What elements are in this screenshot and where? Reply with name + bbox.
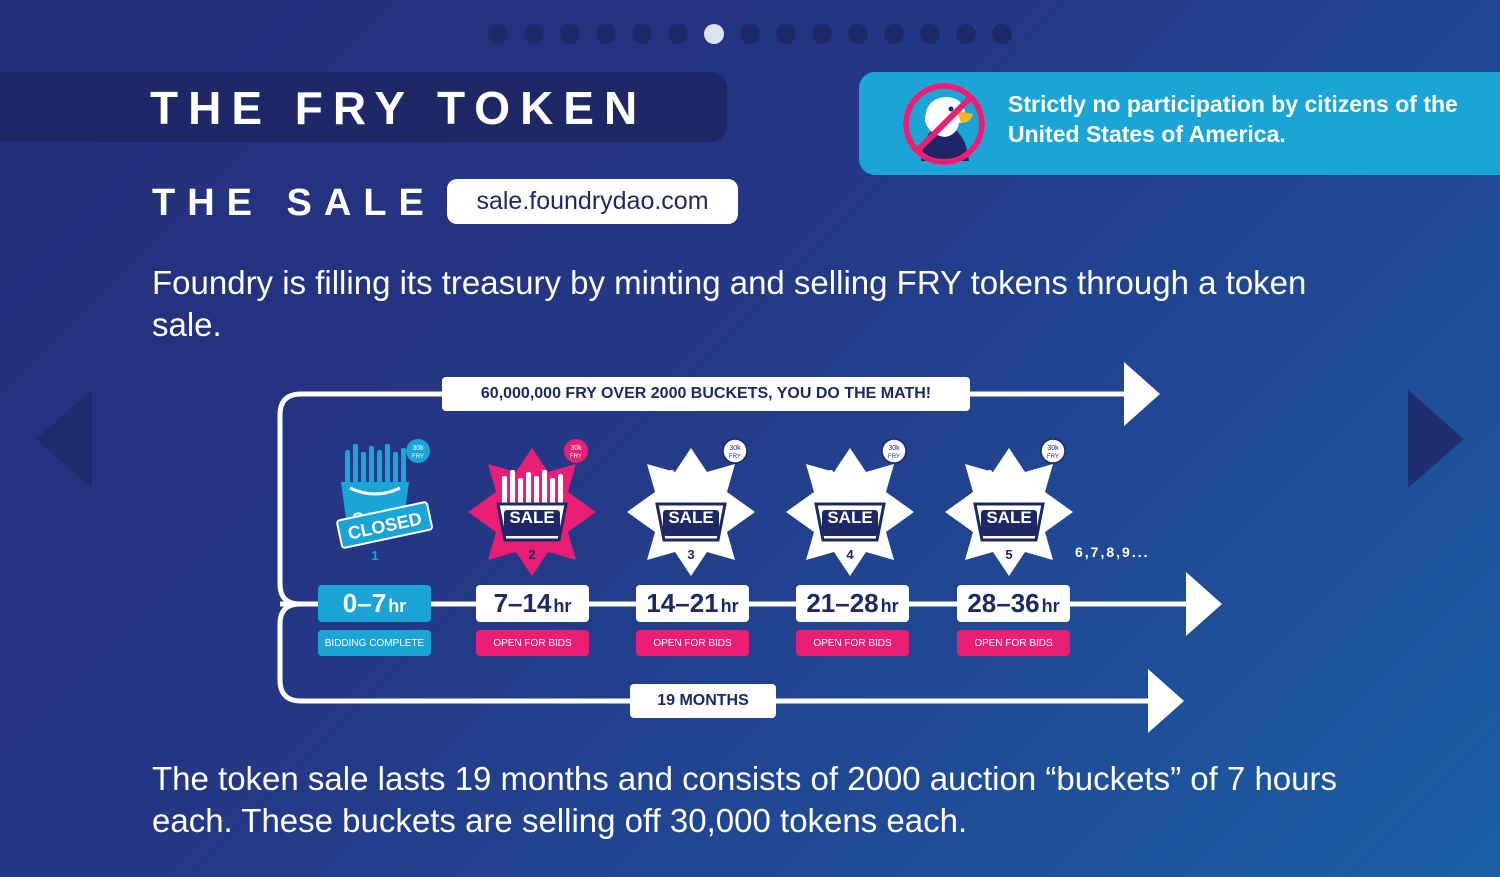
bucket-2-icon: SALE 30k FRY 2 <box>468 439 596 576</box>
svg-text:2: 2 <box>528 547 535 562</box>
page-dot[interactable] <box>992 24 1012 44</box>
page-title: THE FRY TOKEN <box>150 82 648 134</box>
bucket-5-status[interactable]: OPEN FOR BIDS <box>957 630 1070 656</box>
bucket-2-status[interactable]: OPEN FOR BIDS <box>476 630 589 656</box>
section-title: THE SALE <box>152 182 436 224</box>
svg-text:30k: 30k <box>570 445 582 452</box>
bucket-3-icon: SALE 30k FRY 3 <box>627 438 755 576</box>
svg-text:FRY: FRY <box>570 454 582 460</box>
svg-text:SALE: SALE <box>668 508 713 527</box>
outro-text: The token sale lasts 19 months and consi… <box>152 760 1338 839</box>
previous-slide-icon[interactable] <box>30 388 100 490</box>
svg-text:1: 1 <box>371 548 378 563</box>
svg-text:SALE: SALE <box>827 508 872 527</box>
title-bar <box>0 72 727 142</box>
svg-text:30k: 30k <box>412 445 424 452</box>
page-dot[interactable] <box>884 24 904 44</box>
bucket-5-time: 28–36 hr <box>957 585 1070 622</box>
no-eagle-icon <box>903 83 985 165</box>
svg-text:30k: 30k <box>729 445 741 452</box>
page-dot[interactable] <box>560 24 580 44</box>
next-slide-icon[interactable] <box>1402 388 1472 490</box>
bottom-arrow-icon <box>1148 669 1184 733</box>
bucket-1-time: 0–7 hr <box>318 585 431 622</box>
page-dot[interactable] <box>812 24 832 44</box>
total-supply-label: 60,000,000 FRY OVER 2000 BUCKETS, YOU DO… <box>442 377 970 411</box>
page-dot-active[interactable] <box>704 24 724 44</box>
bucket-4-status[interactable]: OPEN FOR BIDS <box>796 630 909 656</box>
svg-text:SALE: SALE <box>986 508 1031 527</box>
bucket-1-status: BIDDING COMPLETE <box>318 630 431 656</box>
more-buckets-label: 6,7,8,9... <box>1075 544 1150 560</box>
top-arrow-icon <box>1124 362 1160 426</box>
svg-text:30k: 30k <box>1047 445 1059 452</box>
bucket-2-time: 7–14 hr <box>476 585 589 622</box>
svg-text:SALE: SALE <box>509 508 554 527</box>
svg-text:4: 4 <box>846 547 854 562</box>
svg-text:FRY: FRY <box>412 454 424 460</box>
page-dot[interactable] <box>920 24 940 44</box>
duration-label: 19 MONTHS <box>630 684 776 718</box>
bucket-5-icon: SALE 30k FRY 5 <box>945 438 1073 576</box>
bucket-3-time: 14–21 hr <box>636 585 749 622</box>
page-dot[interactable] <box>776 24 796 44</box>
bucket-1-icon: SALE 30k FRY CLOSED 1 <box>336 439 433 563</box>
us-restriction-notice: Strictly no participation by citizens of… <box>859 72 1500 175</box>
sale-url-link[interactable]: sale.foundrydao.com <box>447 179 738 224</box>
page-dot[interactable] <box>668 24 688 44</box>
svg-text:FRY: FRY <box>888 454 900 460</box>
page-dot[interactable] <box>848 24 868 44</box>
svg-text:3: 3 <box>687 547 694 562</box>
page-dot[interactable] <box>524 24 544 44</box>
bottom-path-line <box>277 601 1152 704</box>
timeline-arrow-icon <box>1186 572 1222 636</box>
bucket-4-time: 21–28 hr <box>796 585 909 622</box>
pagination-dots <box>488 24 1012 44</box>
svg-text:5: 5 <box>1005 547 1012 562</box>
svg-text:FRY: FRY <box>729 454 741 460</box>
page-dot[interactable] <box>956 24 976 44</box>
page-dot[interactable] <box>596 24 616 44</box>
bucket-3-status[interactable]: OPEN FOR BIDS <box>636 630 749 656</box>
bucket-4-icon: SALE 30k FRY 4 <box>786 438 914 576</box>
page-dot[interactable] <box>632 24 652 44</box>
page-dot[interactable] <box>740 24 760 44</box>
page-dot[interactable] <box>488 24 508 44</box>
notice-text: Strictly no participation by citizens of… <box>1008 91 1458 147</box>
svg-text:FRY: FRY <box>1047 454 1059 460</box>
svg-text:30k: 30k <box>888 445 900 452</box>
intro-text: Foundry is filling its treasury by minti… <box>152 264 1307 343</box>
